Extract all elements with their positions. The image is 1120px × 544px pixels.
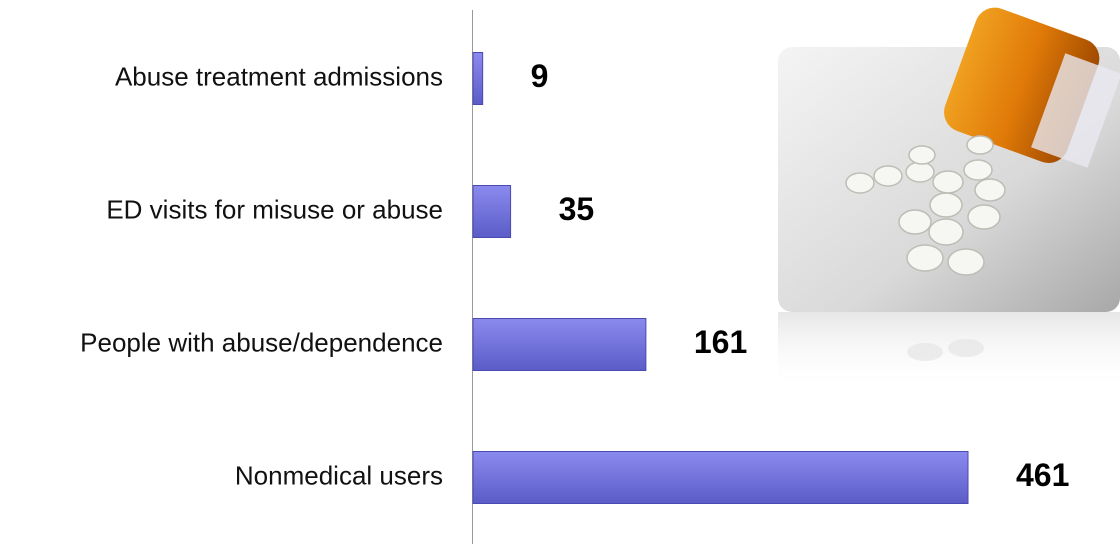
value-label: 161: [694, 324, 747, 360]
category-label: ED visits for misuse or abuse: [106, 194, 443, 224]
value-label: 9: [531, 58, 549, 94]
category-label: People with abuse/dependence: [80, 327, 443, 357]
category-label: Nonmedical users: [235, 460, 443, 490]
bar: [472, 185, 512, 238]
bar: [472, 451, 969, 504]
category-label: Abuse treatment admissions: [115, 61, 443, 91]
value-label: 461: [1016, 457, 1069, 493]
bar: [472, 52, 484, 105]
photo: [778, 7, 1120, 392]
value-label: 35: [559, 191, 595, 227]
bar: [472, 318, 647, 371]
